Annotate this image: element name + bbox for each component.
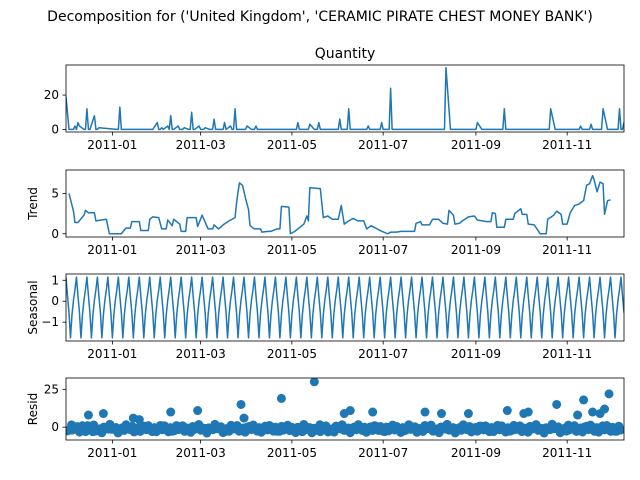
panel-seasonal-xtick-label: 2011-03 bbox=[176, 347, 226, 361]
panel-resid-point bbox=[564, 425, 574, 435]
panel-resid-point bbox=[236, 399, 246, 409]
panel-resid-point bbox=[315, 427, 325, 437]
panel-observed-ytick-label: 20 bbox=[44, 88, 59, 102]
panel-resid-frame bbox=[65, 377, 625, 441]
panel-trend-frame bbox=[65, 169, 625, 238]
panel-resid-xtick-label: 2011-09 bbox=[451, 446, 501, 460]
panel-resid-point bbox=[368, 407, 378, 417]
panel-resid: 0 25 2011-01 2011-03 2011-05 2011-07 2011-09 20… bbox=[26, 377, 625, 460]
panel-resid-point bbox=[489, 425, 499, 435]
panel-trend-xtick-label: 2011-05 bbox=[267, 243, 317, 257]
panel-resid-point bbox=[239, 413, 249, 423]
panel-resid-point bbox=[88, 427, 98, 437]
panel-resid-point bbox=[83, 410, 93, 420]
panel-observed-frame bbox=[65, 64, 625, 133]
panel-observed: 0 20 2011-01 2011-03 2011-05 2011-07 2011-09 20… bbox=[44, 46, 625, 152]
panel-resid-point bbox=[588, 407, 598, 417]
panel-resid-point bbox=[600, 404, 610, 414]
panel-resid-point bbox=[345, 406, 355, 416]
panel-seasonal-xtick-label: 2011-09 bbox=[451, 347, 501, 361]
panel-resid-point bbox=[535, 425, 545, 435]
panel-resid-point bbox=[297, 427, 307, 437]
panel-seasonal-xtick-label: 2011-01 bbox=[87, 347, 137, 361]
panel-trend-xtick-label: 2011-09 bbox=[451, 243, 501, 257]
panel-seasonal-ytick-label: 1 bbox=[51, 273, 59, 287]
panel-seasonal-ytick-label: 0 bbox=[51, 294, 59, 308]
panel-seasonal-series-line bbox=[66, 276, 624, 339]
panel-seasonal-xtick-label: 2011-11 bbox=[542, 347, 592, 361]
panel-observed-xtick-label: 2011-03 bbox=[176, 138, 226, 152]
panel-observed-xtick-label: 2011-07 bbox=[358, 138, 408, 152]
panel-observed-series-line bbox=[66, 66, 624, 131]
panel-trend: 0 5 2011-01 2011-03 2011-05 2011-07 2011-09 201… bbox=[26, 169, 625, 257]
panel-resid-point bbox=[149, 425, 159, 435]
panel-observed-title: Quantity bbox=[315, 46, 376, 62]
panel-seasonal-xtick-label: 2011-07 bbox=[358, 347, 408, 361]
panel-resid-point bbox=[67, 425, 77, 435]
panel-resid-point bbox=[436, 409, 446, 419]
panel-observed-ytick-label: 0 bbox=[51, 122, 59, 136]
panel-resid-point bbox=[502, 406, 512, 416]
panel-resid-point bbox=[276, 393, 286, 403]
panel-seasonal-frame bbox=[65, 273, 625, 342]
panel-resid-point bbox=[309, 378, 319, 387]
panel-seasonal-ytick-label: −1 bbox=[41, 315, 59, 329]
panel-resid-point bbox=[77, 421, 87, 431]
panel-observed-xtick-label: 2011-05 bbox=[267, 138, 317, 152]
panel-resid-point bbox=[552, 399, 562, 409]
panel-resid-point bbox=[463, 409, 473, 419]
panel-resid-point bbox=[616, 425, 624, 435]
panel-trend-xtick-label: 2011-11 bbox=[542, 243, 592, 257]
panel-resid-point bbox=[604, 389, 614, 399]
panel-resid-point bbox=[134, 415, 144, 425]
panel-resid-points bbox=[66, 378, 624, 438]
panel-resid-point bbox=[193, 406, 203, 416]
panel-seasonal-ylabel: Seasonal bbox=[26, 280, 40, 334]
panel-trend-ytick-label: 5 bbox=[51, 186, 59, 200]
panel-seasonal: −1 0 1 2011-01 2011-03 2011-05 2011-07 2011-09 2… bbox=[26, 273, 625, 361]
panel-observed-xtick-label: 2011-01 bbox=[87, 138, 137, 152]
panel-resid-point bbox=[113, 425, 123, 435]
panel-seasonal-xtick-label: 2011-05 bbox=[267, 347, 317, 361]
figure-suptitle: Decomposition for ('United Kingdom', 'CE… bbox=[47, 9, 593, 25]
panel-resid-ylabel: Resid bbox=[26, 393, 40, 425]
panel-observed-xtick-label: 2011-09 bbox=[451, 138, 501, 152]
panel-resid-point bbox=[220, 427, 230, 437]
panel-resid-xtick-label: 2011-07 bbox=[358, 446, 408, 460]
panel-resid-point bbox=[573, 410, 583, 420]
panel-resid-xtick-label: 2011-05 bbox=[267, 446, 317, 460]
panel-trend-series-line bbox=[68, 174, 611, 235]
panel-resid-xtick-label: 2011-03 bbox=[176, 446, 226, 460]
panel-resid-point bbox=[420, 407, 430, 417]
panel-trend-xtick-label: 2011-07 bbox=[358, 243, 408, 257]
panel-resid-xtick-label: 2011-01 bbox=[87, 446, 137, 460]
panel-trend-xtick-label: 2011-01 bbox=[87, 243, 137, 257]
panel-trend-xtick-label: 2011-03 bbox=[176, 243, 226, 257]
panel-resid-point bbox=[98, 409, 108, 419]
panel-resid-point bbox=[166, 407, 176, 417]
panel-resid-ytick-label: 0 bbox=[51, 420, 59, 434]
panel-resid-point bbox=[523, 407, 533, 417]
panel-trend-ytick-label: 0 bbox=[51, 227, 59, 241]
panel-resid-ytick-label: 25 bbox=[44, 382, 59, 396]
panel-resid-point bbox=[401, 425, 411, 435]
panel-observed-xtick-label: 2011-11 bbox=[542, 138, 592, 152]
panel-trend-ylabel: Trend bbox=[26, 187, 40, 221]
panel-resid-xtick-label: 2011-11 bbox=[542, 446, 592, 460]
panel-resid-point bbox=[444, 425, 454, 435]
panel-resid-point bbox=[181, 425, 191, 435]
panel-resid-point bbox=[579, 395, 589, 405]
